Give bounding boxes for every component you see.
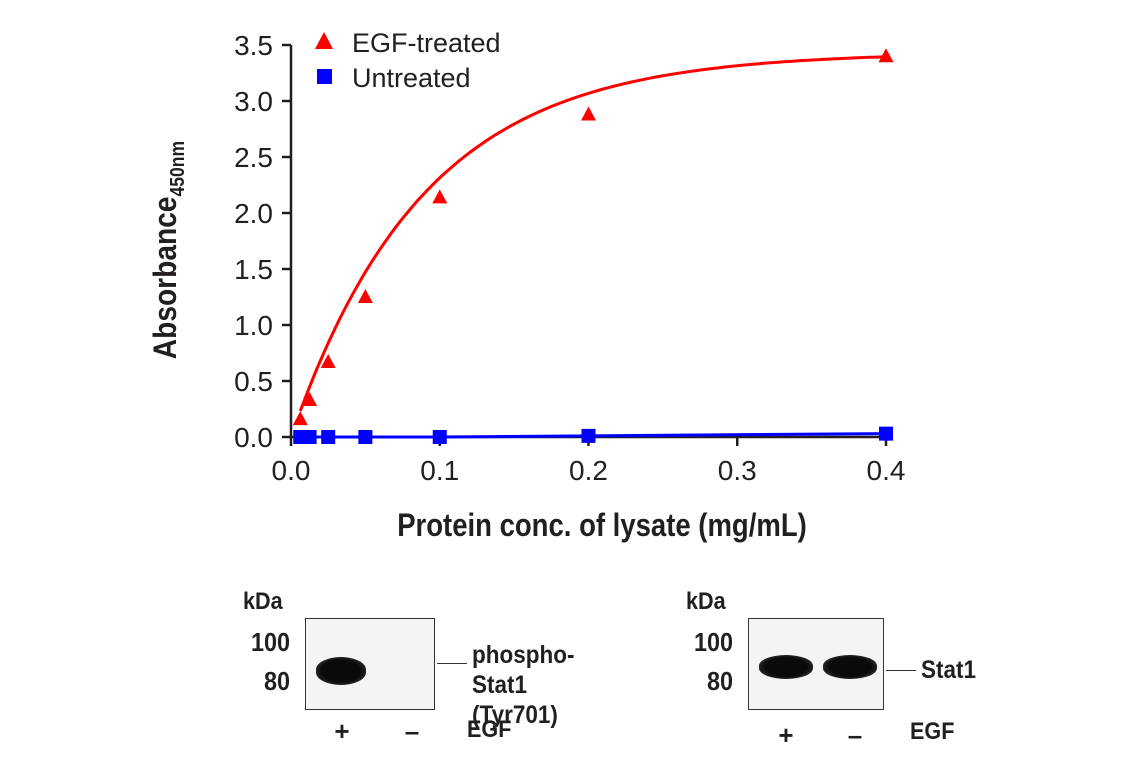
legend-marker-untreated <box>317 69 332 84</box>
y-tick-label: 0.5 <box>234 366 273 397</box>
y-tick-label: 2.5 <box>234 142 273 173</box>
data-point-egf-treated <box>581 106 596 121</box>
data-point-untreated <box>581 428 596 443</box>
kda-label: kDa <box>243 588 283 615</box>
target-label: phospho-Stat1 (Tyr701) <box>472 640 574 730</box>
blot-membrane <box>305 618 435 710</box>
data-point-egf-treated <box>878 48 894 63</box>
data-point-untreated <box>302 430 317 444</box>
y-axis-label: Absorbance450nm <box>148 141 188 359</box>
blot-band <box>316 657 366 685</box>
treatment-label: EGF <box>910 718 955 745</box>
data-point-untreated <box>879 426 893 441</box>
y-axis-label-main: Absorbance <box>148 197 183 360</box>
target-label-line1: phospho-Stat1 <box>472 641 575 699</box>
target-pointer-line <box>437 663 467 664</box>
lane-label-minus: – <box>404 716 420 746</box>
x-tick-label: 0.4 <box>867 455 906 486</box>
chart-markers <box>292 48 894 444</box>
data-point-untreated <box>432 430 447 444</box>
y-tick-label: 3.5 <box>234 30 273 61</box>
data-point-egf-treated <box>357 289 373 303</box>
x-axis-label: Protein conc. of lysate (mg/mL) <box>397 508 807 543</box>
target-label-line1: Stat1 <box>921 656 977 684</box>
legend-label-egf-treated: EGF-treated <box>352 28 501 58</box>
data-point-untreated <box>358 430 373 444</box>
y-tick-label: 1.5 <box>234 254 273 285</box>
y-tick-label: 2.0 <box>234 198 273 229</box>
chart-axes: 0.0 0.5 1.0 1.5 2.0 2.5 3.0 3.5 0.0 0.1 0.2 0.3 0.4 <box>234 30 905 486</box>
lane-label-plus: + <box>778 720 794 750</box>
target-label-line2: (Tyr701) <box>472 701 558 729</box>
y-axis-label-subscript: 450nm <box>166 141 188 197</box>
lane-label-minus: – <box>847 720 863 750</box>
target-pointer-line <box>886 670 916 671</box>
mw-marker-100: 100 <box>250 627 290 657</box>
blot-band <box>823 655 877 679</box>
elisa-chart: 0.00.51.01.52.02.53.03.50.0 0.1 0.2 0.3 0.4 … <box>148 28 905 544</box>
chart-curves <box>298 55 887 439</box>
data-point-egf-treated <box>320 353 336 368</box>
blot-membrane <box>748 618 884 710</box>
y-tick-label: 3.0 <box>234 86 273 117</box>
legend-marker-egf-treated <box>315 32 333 49</box>
x-tick-label: 0.0 <box>272 455 311 486</box>
treatment-label: EGF <box>467 716 512 743</box>
mw-marker-100: 100 <box>693 627 733 657</box>
x-tick-label: 0.2 <box>569 455 608 486</box>
y-tick-label: 0.0 <box>234 422 273 453</box>
blot-band <box>759 655 813 679</box>
mw-marker-80: 80 <box>263 666 290 696</box>
data-point-egf-treated <box>302 392 318 407</box>
lane-label-plus: + <box>334 716 350 746</box>
mw-marker-80: 80 <box>706 666 733 696</box>
data-point-untreated <box>321 430 336 444</box>
svg-text:Absorbance450nm: Absorbance450nm <box>148 141 188 359</box>
series-curve-egf-treated <box>298 55 887 412</box>
kda-label: kDa <box>686 588 726 615</box>
chart-legend: EGF-treated Untreated <box>315 28 501 93</box>
data-point-egf-treated <box>432 189 448 204</box>
target-label: Stat1 <box>921 655 976 685</box>
data-point-egf-treated <box>292 411 308 426</box>
y-tick-label: 1.0 <box>234 310 273 341</box>
legend-label-untreated: Untreated <box>352 63 471 93</box>
x-tick-label: 0.1 <box>420 455 459 486</box>
x-tick-label: 0.3 <box>718 455 757 486</box>
